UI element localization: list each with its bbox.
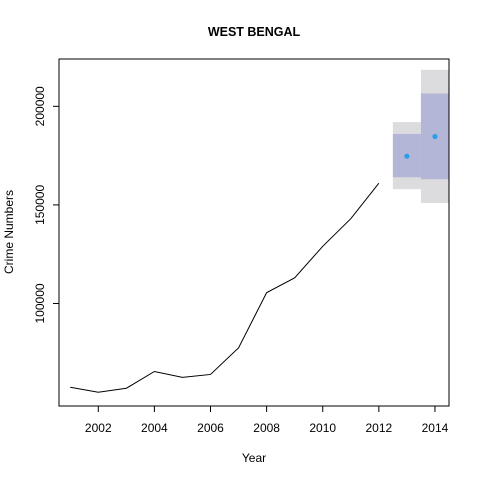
x-axis-label: Year [242, 451, 266, 465]
chart-title: WEST BENGAL [208, 25, 301, 39]
x-tick-label: 2012 [366, 421, 393, 435]
y-axis: 100000 150000 200000 [33, 86, 60, 324]
y-tick-label: 200000 [33, 86, 47, 126]
x-axis: 2002 2004 2006 2008 2010 2012 2014 [85, 405, 449, 435]
x-tick-label: 2002 [85, 421, 112, 435]
forecast-point [404, 153, 410, 159]
forecast-intervals [392, 69, 449, 203]
x-tick-label: 2010 [309, 421, 336, 435]
x-tick-label: 2014 [422, 421, 449, 435]
y-tick-label: 100000 [33, 283, 47, 323]
y-axis-label: Crime Numbers [2, 190, 16, 274]
x-tick-label: 2004 [141, 421, 168, 435]
series-line [70, 182, 380, 393]
forecast-points [404, 133, 438, 159]
forecast-point [432, 133, 438, 140]
y-tick-label: 150000 [33, 185, 47, 225]
x-tick-label: 2006 [197, 421, 224, 435]
plot-frame [58, 58, 450, 407]
x-tick-label: 2008 [253, 421, 280, 435]
